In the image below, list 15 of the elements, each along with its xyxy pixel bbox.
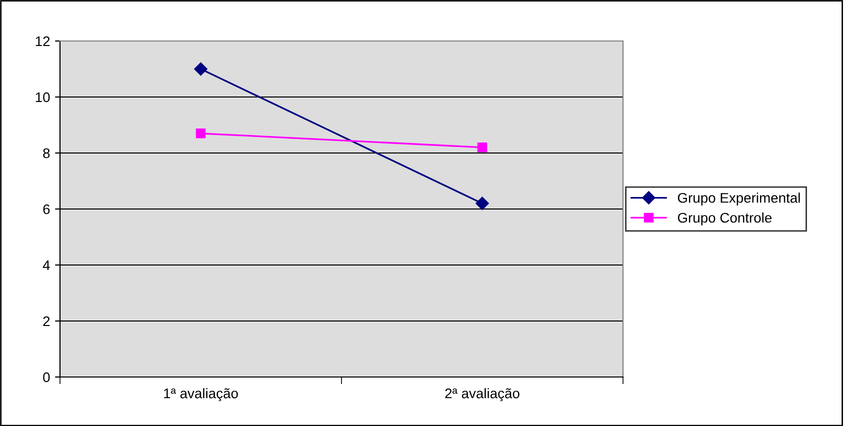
- x-tick-label: 2ª avaliação: [445, 388, 520, 402]
- y-tick-label: 6: [43, 204, 50, 214]
- point: [477, 142, 488, 152]
- y-tick-label: 0: [43, 372, 50, 382]
- point: [196, 128, 206, 138]
- point: [476, 196, 489, 210]
- y-tick-label: 10: [36, 92, 50, 102]
- legend-label: Grupo Controle: [678, 212, 772, 226]
- y-tick-label: 8: [43, 148, 50, 158]
- legend-label: Grupo Experimental: [678, 192, 800, 206]
- x-tick-label: 1ª avaliação: [164, 388, 238, 402]
- point: [194, 62, 208, 76]
- y-tick-label: 4: [42, 260, 50, 270]
- y-tick-label: 12: [36, 36, 50, 46]
- y-tick-label: 2: [43, 316, 50, 326]
